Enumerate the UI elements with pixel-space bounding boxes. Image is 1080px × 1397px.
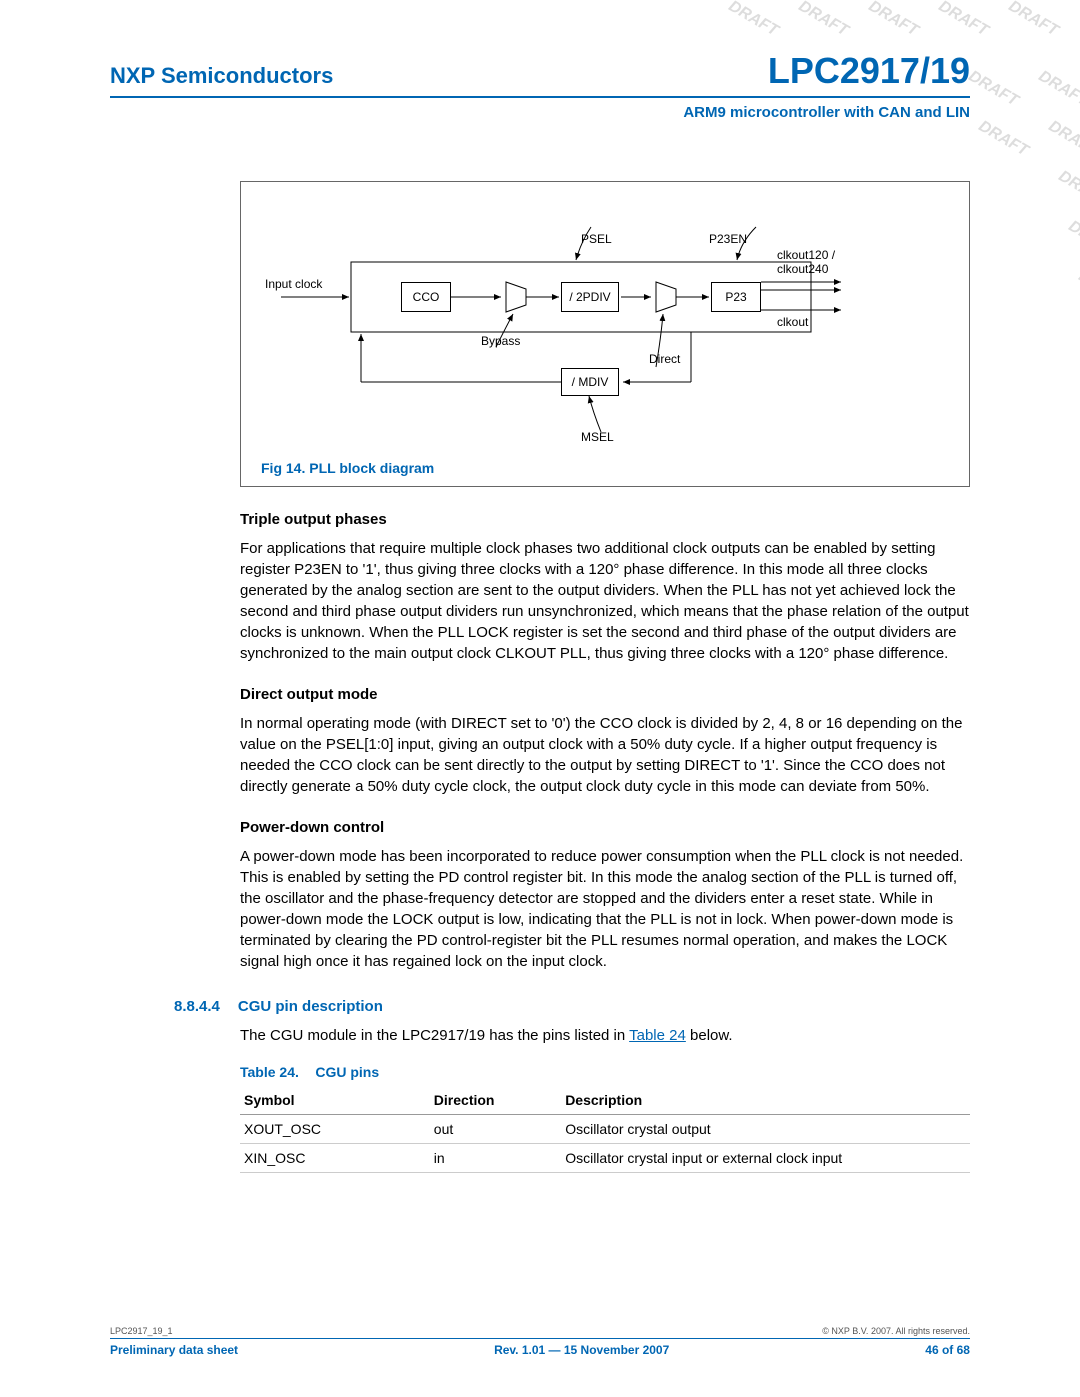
section-title-triple: Triple output phases	[240, 511, 970, 528]
cgu-pins-table: Symbol Direction Description XOUT_OSC ou…	[240, 1086, 970, 1173]
section-text-direct: In normal operating mode (with DIRECT se…	[240, 713, 970, 797]
block-cco: CCO	[401, 282, 451, 312]
table-link[interactable]: Table 24	[629, 1027, 686, 1044]
company-name: NXP Semiconductors	[110, 63, 333, 89]
section-text-triple: For applications that require multiple c…	[240, 538, 970, 664]
footer-page: 46 of 68	[925, 1343, 970, 1357]
block-2pdiv: / 2PDIV	[561, 282, 619, 312]
col-description: Description	[561, 1086, 970, 1115]
section-title-powerdown: Power-down control	[240, 819, 970, 836]
footer-rev: Rev. 1.01 — 15 November 2007	[494, 1343, 669, 1357]
page-header: NXP Semiconductors LPC2917/19	[110, 50, 970, 98]
footer-doc-type: Preliminary data sheet	[110, 1343, 238, 1357]
col-symbol: Symbol	[240, 1086, 430, 1115]
label-psel: PSEL	[581, 232, 612, 246]
heading-number: 8.8.4.4	[174, 998, 220, 1015]
footer-doc-id: LPC2917_19_1	[110, 1326, 173, 1336]
footer-copyright: © NXP B.V. 2007. All rights reserved.	[822, 1326, 970, 1336]
table-caption: Table 24. CGU pins	[240, 1064, 970, 1082]
label-clkout120: clkout120 /	[777, 248, 835, 262]
heading-text: CGU pin description	[238, 998, 383, 1015]
pll-block-diagram: Input clock CCO / 2PDIV P23 / MDIV PSEL …	[261, 202, 949, 452]
numbered-heading: 8.8.4.4 CGU pin description	[174, 998, 970, 1015]
block-p23: P23	[711, 282, 761, 312]
block-mdiv: / MDIV	[561, 368, 619, 396]
label-clkout: clkout	[777, 315, 808, 329]
figure-container: Input clock CCO / 2PDIV P23 / MDIV PSEL …	[240, 181, 970, 487]
label-direct: Direct	[649, 352, 680, 366]
section-text-cgu: The CGU module in the LPC2917/19 has the…	[240, 1025, 970, 1046]
table-row: XIN_OSC in Oscillator crystal input or e…	[240, 1144, 970, 1173]
col-direction: Direction	[430, 1086, 561, 1115]
label-bypass: Bypass	[481, 334, 520, 348]
label-msel: MSEL	[581, 430, 614, 444]
section-text-powerdown: A power-down mode has been incorporated …	[240, 846, 970, 972]
figure-caption: Fig 14. PLL block diagram	[261, 460, 949, 476]
table-row: XOUT_OSC out Oscillator crystal output	[240, 1115, 970, 1144]
label-clkout240: clkout240	[777, 262, 828, 276]
page-footer: LPC2917_19_1 © NXP B.V. 2007. All rights…	[110, 1326, 970, 1357]
label-p23en: P23EN	[709, 232, 747, 246]
section-title-direct: Direct output mode	[240, 686, 970, 703]
label-input-clock: Input clock	[265, 277, 322, 291]
page-subtitle: ARM9 microcontroller with CAN and LIN	[110, 104, 970, 121]
product-name: LPC2917/19	[768, 50, 970, 92]
table-header-row: Symbol Direction Description	[240, 1086, 970, 1115]
